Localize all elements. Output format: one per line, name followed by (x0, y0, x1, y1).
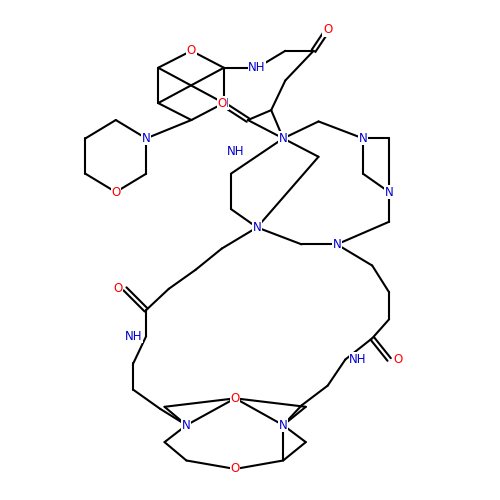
Text: N: N (252, 221, 262, 234)
Text: N: N (182, 418, 191, 432)
Text: N: N (385, 186, 394, 198)
Text: NH: NH (350, 353, 367, 366)
Text: O: O (186, 44, 196, 58)
Text: O: O (323, 23, 332, 36)
Text: N: N (279, 418, 287, 432)
Text: NH: NH (227, 144, 244, 158)
Text: NH: NH (124, 330, 142, 342)
Text: O: O (230, 462, 240, 475)
Text: N: N (220, 96, 228, 110)
Text: N: N (142, 132, 150, 145)
Text: N: N (332, 238, 342, 251)
Text: N: N (279, 132, 287, 145)
Text: O: O (114, 282, 122, 296)
Text: O: O (111, 186, 120, 198)
Text: N: N (358, 132, 368, 145)
Text: O: O (217, 96, 226, 110)
Text: NH: NH (248, 62, 266, 74)
Text: O: O (393, 353, 402, 366)
Text: O: O (230, 392, 240, 405)
